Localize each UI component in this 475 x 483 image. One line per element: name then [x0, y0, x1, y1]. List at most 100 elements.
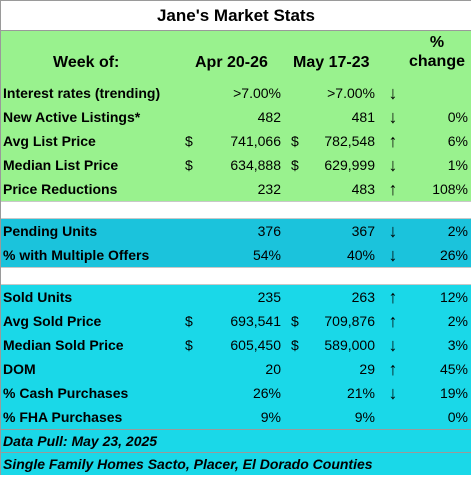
week1-value: 741,066 — [230, 133, 281, 149]
table-row: Median Sold Price $605,450 $589,000 ↓ 3% — [1, 333, 471, 357]
currency-symbol: $ — [185, 313, 193, 329]
week2-value: 709,876 — [324, 313, 375, 329]
pct-header-line1: % — [429, 34, 445, 51]
percent-change: 6% — [447, 133, 468, 149]
row-label: Interest rates (trending) — [3, 85, 161, 101]
data-pull-text: Data Pull: May 23, 2025 — [3, 433, 158, 449]
week2-value: 589,000 — [324, 337, 375, 353]
week2-value: 21% — [346, 385, 375, 401]
week2-value: 263 — [351, 289, 375, 305]
week2-value: 367 — [351, 223, 375, 239]
week1-value: 605,450 — [230, 337, 281, 353]
week2-value: 9% — [354, 409, 375, 425]
week1-value: 232 — [257, 181, 281, 197]
trend-arrow-icon: ↓ — [388, 107, 398, 127]
trend-arrow-icon: ↑ — [388, 179, 398, 199]
pct-header-line2: change — [408, 53, 465, 70]
trend-arrow-icon: ↓ — [388, 335, 398, 355]
percent-change: 12% — [439, 289, 468, 305]
trend-arrow-icon: ↑ — [388, 311, 398, 331]
week1-value: 376 — [257, 223, 281, 239]
row-label: Median List Price — [3, 157, 119, 173]
table-row: Sold Units 235 263 ↑ 12% — [1, 285, 471, 309]
table-row: Avg List Price $741,066 $782,548 ↑ 6% — [1, 129, 471, 153]
week1-value: 26% — [252, 385, 281, 401]
percent-change: 3% — [447, 337, 468, 353]
listings-rows: Interest rates (trending) >7.00% >7.00% ↓ Ne… — [1, 81, 471, 201]
table-row: % Cash Purchases 26% 21% ↓ 19% — [1, 381, 471, 405]
footer: Data Pull: May 23, 2025 Single Family Ho… — [1, 429, 471, 475]
week1-value: 634,888 — [230, 157, 281, 173]
percent-change: 0% — [447, 409, 468, 425]
trend-arrow-icon: ↓ — [388, 245, 398, 265]
currency-symbol: $ — [291, 133, 299, 149]
row-label: Median Sold Price — [3, 337, 124, 353]
currency-symbol: $ — [291, 337, 299, 353]
table-row: New Active Listings* 482 481 ↓ 0% — [1, 105, 471, 129]
market-stats-sheet: Jane's Market Stats Week of: Apr 20-26 M… — [0, 0, 471, 475]
row-label: Avg List Price — [3, 133, 96, 149]
sheet-title: Jane's Market Stats — [1, 1, 471, 31]
header-row: Week of: Apr 20-26 May 17-23 % change — [1, 31, 471, 81]
row-label: Avg Sold Price — [3, 313, 102, 329]
table-row: Price Reductions 232 483 ↑ 108% — [1, 177, 471, 201]
row-label: % with Multiple Offers — [3, 247, 150, 263]
trend-arrow-icon: ↑ — [388, 131, 398, 151]
week-of-label: Week of: — [53, 54, 120, 71]
listings-section: Week of: Apr 20-26 May 17-23 % change In… — [1, 31, 471, 201]
week1-value: >7.00% — [233, 85, 281, 101]
percent-change: 2% — [447, 313, 468, 329]
row-label: Price Reductions — [3, 181, 118, 197]
trend-arrow-icon: ↑ — [388, 359, 398, 379]
footer-data-pull: Data Pull: May 23, 2025 — [1, 429, 471, 452]
row-label: % Cash Purchases — [3, 385, 129, 401]
week1-value: 235 — [257, 289, 281, 305]
table-row: Median List Price $634,888 $629,999 ↓ 1% — [1, 153, 471, 177]
scope-text: Single Family Homes Sacto, Placer, El Do… — [3, 456, 373, 472]
percent-change: 1% — [447, 157, 468, 173]
currency-symbol: $ — [185, 157, 193, 173]
table-row: % FHA Purchases 9% 9% 0% — [1, 405, 471, 429]
percent-change: 108% — [432, 181, 468, 197]
percent-change: 45% — [439, 361, 468, 377]
week2-value: 481 — [351, 109, 375, 125]
col2-header: May 17-23 — [293, 54, 370, 71]
col1-header: Apr 20-26 — [195, 54, 268, 71]
row-label: DOM — [3, 361, 36, 377]
week2-value: 782,548 — [324, 133, 375, 149]
row-label: Pending Units — [3, 223, 98, 239]
footer-scope: Single Family Homes Sacto, Placer, El Do… — [1, 452, 471, 475]
week1-value: 482 — [257, 109, 281, 125]
trend-arrow-icon: ↓ — [388, 221, 398, 241]
table-row: DOM 20 29 ↑ 45% — [1, 357, 471, 381]
week1-value: 20 — [265, 361, 281, 377]
trend-arrow-icon: ↑ — [388, 287, 398, 307]
section-gap — [1, 267, 471, 285]
percent-change: 0% — [447, 109, 468, 125]
week2-value: 40% — [346, 247, 375, 263]
trend-arrow-icon: ↓ — [388, 155, 398, 175]
row-label: New Active Listings* — [3, 109, 141, 125]
table-row: % with Multiple Offers 54% 40% ↓ 26% — [1, 243, 471, 267]
week2-value: 29 — [359, 361, 375, 377]
section-gap — [1, 201, 471, 219]
percent-change: 26% — [439, 247, 468, 263]
row-label: Sold Units — [3, 289, 73, 305]
pending-rows: Pending Units 376 367 ↓ 2% % with Multiple Of… — [1, 219, 471, 267]
week2-value: 483 — [351, 181, 375, 197]
trend-arrow-icon: ↓ — [388, 83, 398, 103]
currency-symbol: $ — [185, 337, 193, 353]
table-row: Avg Sold Price $693,541 $709,876 ↑ 2% — [1, 309, 471, 333]
percent-change: 2% — [447, 223, 468, 239]
percent-change — [406, 81, 468, 105]
trend-arrow-icon: ↓ — [388, 383, 398, 403]
week2-value: 629,999 — [324, 157, 375, 173]
table-row: Pending Units 376 367 ↓ 2% — [1, 219, 471, 243]
trend-arrow-icon — [382, 405, 404, 429]
week2-value: >7.00% — [327, 85, 375, 101]
week1-value: 693,541 — [230, 313, 281, 329]
pending-section: Pending Units 376 367 ↓ 2% % with Multiple Of… — [1, 219, 471, 267]
table-row: Interest rates (trending) >7.00% >7.00% ↓ — [1, 81, 471, 105]
currency-symbol: $ — [185, 133, 193, 149]
percent-change: 19% — [439, 385, 468, 401]
